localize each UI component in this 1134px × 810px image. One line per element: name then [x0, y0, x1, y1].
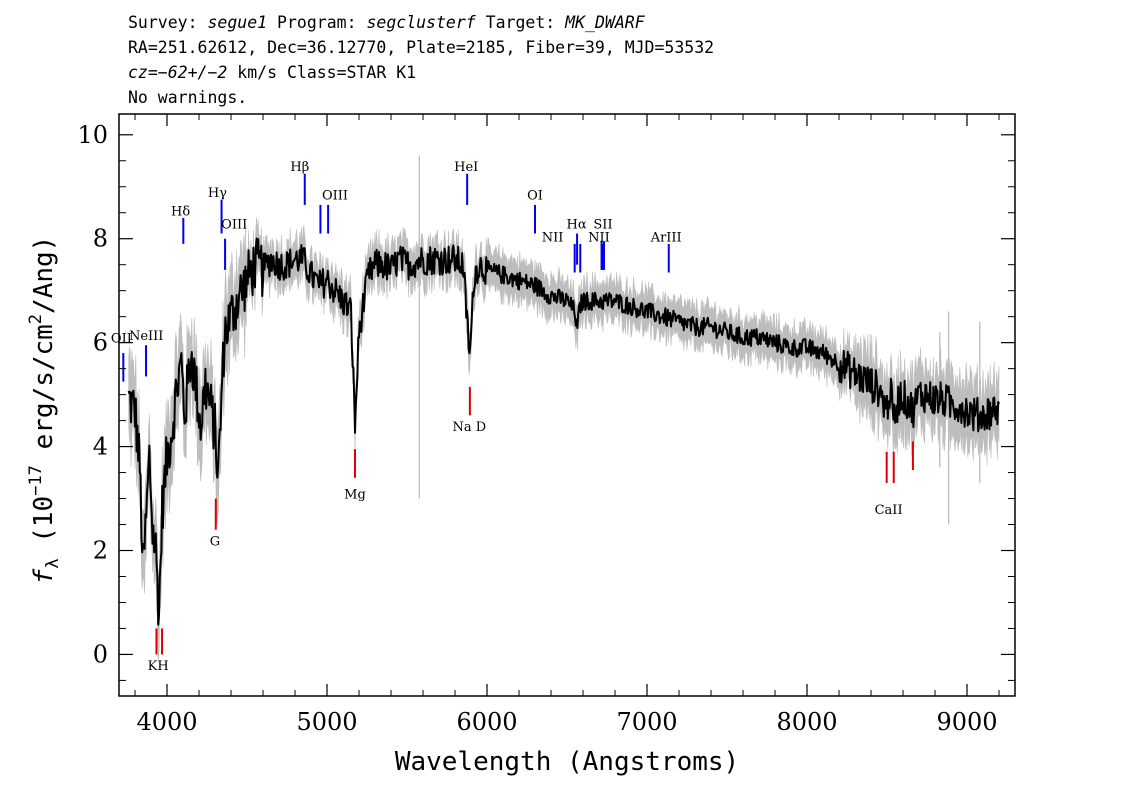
emission-line-label: OIII: [322, 189, 348, 204]
emission-line-label: Hα: [567, 217, 587, 232]
svg-text:fλ (10−17 erg/s/cm2/Ang): fλ (10−17 erg/s/cm2/Ang): [26, 236, 63, 585]
error-band-layer: [128, 155, 1000, 663]
header-line-1: Survey: segue1 Program: segclusterf Targ…: [128, 13, 646, 32]
emission-line-label: SII: [593, 217, 612, 232]
plot-frame: [118, 113, 1016, 697]
x-tick-label: 4000: [136, 708, 197, 736]
emission-line-label: OIII: [221, 217, 247, 232]
emission-line-label: OI: [527, 189, 543, 204]
header-line-3: cz=−62+/−2 km/s Class=STAR K1: [128, 63, 416, 82]
x-tick-label: 6000: [456, 708, 517, 736]
emission-line-label: Hγ: [208, 186, 227, 201]
x-tick-label: 7000: [616, 708, 677, 736]
absorption-line-label: Na D: [453, 420, 487, 435]
y-tick-label: 2: [93, 537, 108, 565]
absorption-line-label: G: [210, 534, 220, 549]
emission-line-label: HeI: [454, 160, 478, 175]
flux-error-band: [128, 217, 1000, 663]
x-axis-title: Wavelength (Angstroms): [395, 747, 739, 777]
x-tick-label: 8000: [776, 708, 837, 736]
x-tick-label: 5000: [296, 708, 357, 736]
y-axis-title: fλ (10−17 erg/s/cm2/Ang): [26, 236, 63, 585]
emission-line-label: NII: [588, 230, 610, 245]
y-tick-label: 8: [93, 225, 108, 253]
emission-line-label: ArIII: [650, 230, 682, 245]
tick-layer: 4000 5000 6000 7000 8000 9000 0 2 4 6 8 10: [77, 114, 1015, 736]
absorption-line-label: CaII: [875, 503, 903, 518]
emission-line-label: NeIII: [129, 329, 163, 344]
emission-line-label: Hβ: [290, 160, 309, 175]
y-tick-label: 4: [93, 433, 108, 461]
y-tick-label: 0: [93, 640, 108, 668]
y-tick-label: 6: [93, 329, 108, 357]
x-tick-label: 9000: [936, 708, 997, 736]
emission-line-label: NII: [542, 230, 564, 245]
absorption-line-label: KH: [148, 659, 169, 674]
flux-layer: [127, 237, 1000, 626]
absorption-line-label: Mg: [344, 488, 366, 503]
emission-line-label: Hδ: [171, 204, 190, 219]
emission-line-label: OII: [111, 332, 132, 347]
header-line-2: RA=251.62612, Dec=36.12770, Plate=2185, …: [128, 38, 714, 57]
header-line-4: No warnings.: [128, 88, 247, 107]
y-tick-label: 10: [77, 121, 108, 149]
flux-line: [127, 237, 1000, 626]
